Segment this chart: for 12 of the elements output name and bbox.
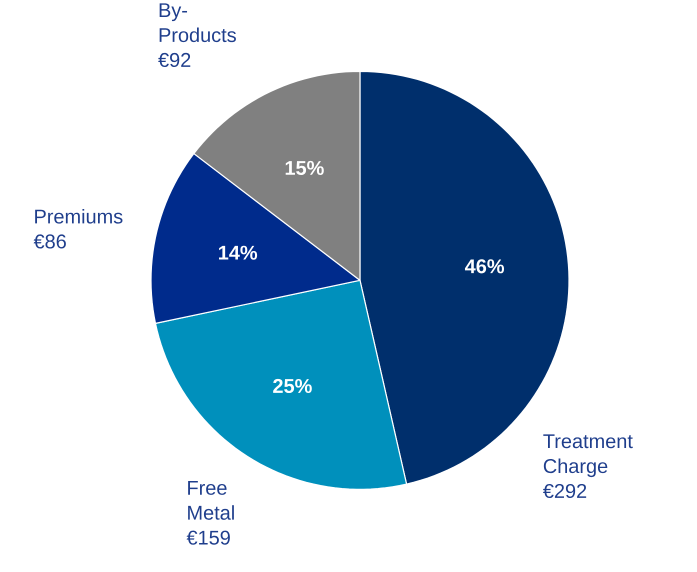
slice-label: By-Products — [160, 3, 236, 42]
slice-label: Premiums — [35, 208, 122, 224]
data-label: €159 — [186, 530, 230, 545]
text: 15% — [286, 160, 324, 175]
data-label: €292 — [542, 484, 586, 498]
slice-label: Free Metal — [188, 480, 234, 520]
data-label: €92 — [158, 52, 190, 67]
text: 46% — [464, 259, 504, 274]
text: 14% — [219, 246, 258, 260]
data-label: €86 — [34, 234, 66, 248]
text: 25% — [273, 378, 312, 393]
slice-label: Treatment Charge — [543, 434, 633, 477]
